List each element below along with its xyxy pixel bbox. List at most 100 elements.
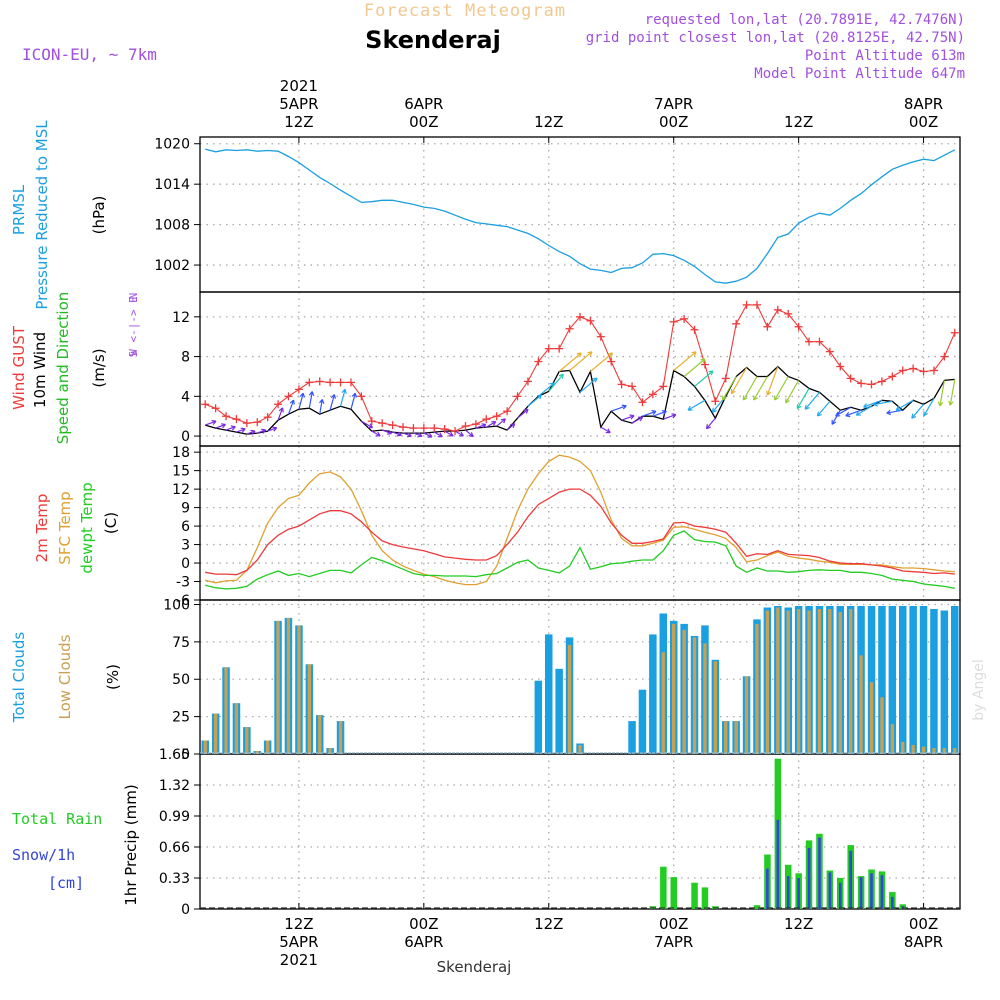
gust-marker bbox=[752, 300, 761, 309]
clouds-frame bbox=[199, 599, 961, 755]
low-cloud-bar bbox=[338, 721, 343, 754]
requested-coords: requested lon,lat (20.7891E, 42.7476N) bbox=[645, 12, 965, 28]
rain-bar bbox=[701, 887, 709, 909]
total-cloud-bar bbox=[638, 689, 647, 754]
total-cloud-bar bbox=[919, 606, 928, 754]
gust-marker bbox=[263, 413, 272, 422]
wind-arrow bbox=[845, 409, 862, 418]
wind-arrow bbox=[911, 403, 925, 419]
wind-arrow bbox=[204, 419, 217, 426]
wind-arrow bbox=[548, 373, 564, 392]
gust-marker bbox=[336, 378, 345, 387]
precip-legend-rain: Total Rain bbox=[12, 810, 102, 828]
total-cloud-bar bbox=[545, 634, 553, 754]
footer-location: Skenderaj bbox=[437, 958, 512, 976]
low-cloud-bar bbox=[953, 748, 957, 754]
wind-arrow bbox=[722, 376, 737, 401]
total-cloud-bar bbox=[878, 606, 886, 754]
total-cloud-bar bbox=[940, 610, 949, 754]
wind-arrow bbox=[381, 429, 392, 435]
gust-marker bbox=[305, 378, 314, 387]
gust-marker bbox=[232, 415, 241, 424]
clouds-series bbox=[200, 606, 960, 754]
precip-ytick-label-4: 1.32 bbox=[159, 778, 190, 794]
pressure-ylabel-3: (hPa) bbox=[90, 196, 108, 235]
gust-marker bbox=[315, 377, 324, 386]
wind-arrow bbox=[371, 430, 381, 437]
gust-marker bbox=[721, 374, 730, 383]
total-cloud-bar bbox=[951, 606, 959, 754]
time-bottom-label-5-0: 00Z bbox=[909, 915, 938, 933]
total-cloud-bar bbox=[888, 606, 897, 754]
low-cloud-bar bbox=[703, 643, 707, 754]
wind-arrow bbox=[610, 404, 627, 412]
compass-rose: N W <-|-> E S bbox=[127, 293, 140, 358]
gust-marker bbox=[628, 382, 637, 391]
time-bottom-label-4-0: 12Z bbox=[784, 915, 813, 933]
wind-arrow bbox=[663, 413, 677, 420]
gust-marker bbox=[617, 380, 626, 389]
gust-marker bbox=[732, 319, 741, 328]
precip-ytick-label-1: 0.33 bbox=[159, 871, 190, 887]
low-cloud-bar bbox=[245, 727, 249, 754]
wind-arrow bbox=[277, 407, 284, 421]
gust-marker bbox=[784, 309, 793, 318]
temp-ylabel-4: (C) bbox=[102, 512, 120, 534]
wind-arrow bbox=[835, 406, 851, 417]
gust-marker bbox=[607, 357, 616, 366]
snow-bar bbox=[880, 875, 884, 909]
gust-marker bbox=[201, 400, 210, 409]
snow-bar bbox=[776, 819, 780, 909]
wind-arrow bbox=[753, 376, 768, 401]
gust-marker bbox=[669, 317, 678, 326]
wind-arrow bbox=[642, 410, 657, 417]
wind-arrow bbox=[308, 391, 315, 409]
wind-arrow bbox=[937, 380, 945, 407]
pressure-line bbox=[205, 148, 956, 284]
wind-arrow bbox=[886, 409, 903, 416]
clouds-ylabels: Total Clouds Low Clouds (%) bbox=[10, 632, 122, 724]
dewpt-temp-line bbox=[205, 530, 955, 590]
wind-arrow bbox=[873, 400, 893, 407]
time-bottom-label-5-1: 8APR bbox=[904, 933, 943, 951]
low-cloud-bar bbox=[578, 745, 582, 754]
wind-arrow bbox=[816, 400, 831, 417]
gust-marker bbox=[565, 324, 574, 333]
precip-ylabel: 1hr Precip (mm) bbox=[122, 784, 140, 905]
gust-marker bbox=[805, 337, 814, 346]
wind-arrow bbox=[673, 351, 697, 371]
temperature-ylabels: 2m Temp SFC Temp dewpt Temp (C) bbox=[33, 482, 120, 573]
wind-arrow bbox=[329, 394, 336, 411]
temp-ylabel-1: 2m Temp bbox=[33, 494, 51, 563]
gust-marker bbox=[815, 337, 824, 346]
pressure-ylabels: PRMSL Pressure Reduced to MSL (hPa) bbox=[10, 120, 108, 310]
snow-bar bbox=[839, 882, 842, 909]
gust-marker bbox=[700, 360, 709, 369]
model-altitude: Model Point Altitude 647m bbox=[754, 66, 965, 82]
low-cloud-bar bbox=[911, 745, 915, 754]
time-axis: 20215APR12Z12Z5APR20216APR00Z00Z6APR12Z1… bbox=[279, 77, 943, 969]
low-cloud-bar bbox=[672, 623, 676, 754]
low-cloud-bar bbox=[890, 724, 894, 754]
wind-arrow bbox=[361, 420, 374, 429]
gust-marker bbox=[898, 366, 907, 375]
wind-arrow bbox=[246, 429, 256, 435]
compass-north: N bbox=[127, 293, 140, 300]
wind-arrow bbox=[694, 370, 714, 387]
low-cloud-bar bbox=[869, 682, 874, 754]
time-bottom-label-0-0: 12Z bbox=[284, 915, 313, 933]
wind-arrow bbox=[895, 399, 914, 411]
rain-bar bbox=[660, 866, 667, 909]
gust-marker bbox=[867, 380, 876, 389]
gust-marker bbox=[503, 407, 512, 416]
pressure-ytick-label-2: 1014 bbox=[154, 177, 190, 193]
snow-bar bbox=[807, 847, 811, 909]
compass-south: S bbox=[127, 351, 140, 358]
time-top-label-0-1: 5APR bbox=[279, 95, 318, 113]
low-cloud-bar bbox=[807, 610, 811, 754]
wind-arrow bbox=[506, 423, 516, 431]
pressure-frame bbox=[199, 136, 961, 293]
time-top-label-0-2: 12Z bbox=[284, 113, 313, 131]
wind-arrow bbox=[486, 421, 497, 428]
wind-ylabel-3: Speed and Direction bbox=[54, 292, 72, 445]
